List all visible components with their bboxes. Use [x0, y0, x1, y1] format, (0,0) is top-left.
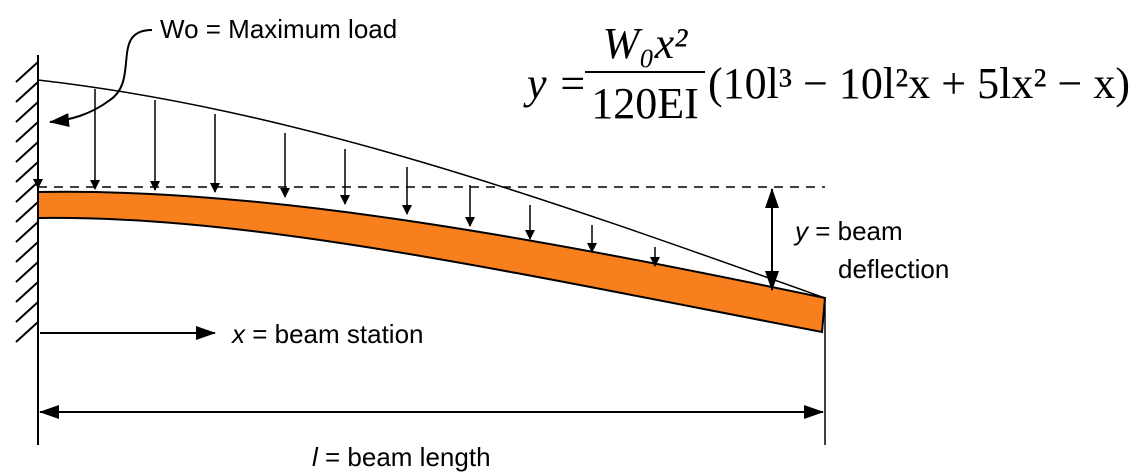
label-text: = beam length	[325, 442, 491, 472]
load-envelope	[37, 79, 826, 299]
label-text: = beam station	[252, 319, 423, 349]
label-text: = beam	[815, 216, 902, 246]
load-label: Wo = Maximum load	[160, 14, 397, 44]
station-label: x = beam station	[230, 319, 424, 349]
formula-denominator: 120EI	[591, 79, 699, 128]
variable: x	[230, 319, 246, 349]
formula-numerator: W₀x²	[603, 19, 688, 68]
formula-lhs: y =	[523, 59, 587, 108]
deflection-label-line2: deflection	[838, 254, 949, 284]
formula-factor: (10l³ − 10l²x + 5lx² − x)	[708, 59, 1130, 108]
load-arrows	[33, 80, 660, 267]
wall	[15, 55, 39, 445]
deflection-label: y = beam	[793, 216, 903, 246]
beam	[37, 190, 827, 334]
load-pointer	[49, 29, 153, 128]
variable: l	[312, 442, 319, 472]
variable: y	[793, 216, 810, 246]
length-label: l = beam length	[312, 442, 491, 472]
